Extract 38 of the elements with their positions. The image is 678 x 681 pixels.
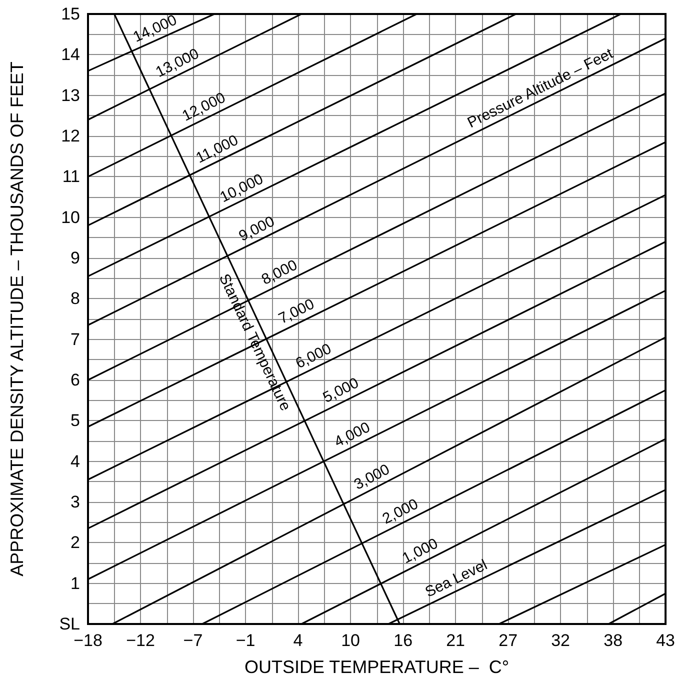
y-tick-label: 7 — [70, 330, 80, 349]
y-tick-label: 8 — [70, 289, 80, 308]
x-tick-label: −18 — [74, 631, 102, 650]
annotation: 2,000 — [380, 496, 421, 528]
annotation: 6,000 — [292, 340, 334, 372]
annotation: 3,000 — [351, 461, 393, 494]
y-tick-label: 5 — [70, 411, 80, 430]
y-tick-label: 9 — [70, 248, 80, 268]
x-tick-label: 16 — [394, 631, 413, 650]
y-tick-label: 13 — [61, 86, 80, 105]
annotation: 7,000 — [276, 296, 318, 328]
x-tick-label: −12 — [126, 631, 155, 650]
y-tick-label: 12 — [61, 126, 80, 146]
y-tick-label: 3 — [70, 492, 80, 512]
y-axis-title: APPROXIMATE DENSITY ALTITUDE – THOUSANDS OF FEET — [7, 62, 27, 576]
annotation: 9,000 — [236, 213, 278, 245]
x-tick-label: 43 — [656, 631, 676, 650]
y-tick-label: 4 — [70, 452, 80, 471]
y-tick-label: 6 — [70, 370, 80, 390]
annotation: 8,000 — [258, 256, 300, 289]
y-tick-label: 1 — [70, 574, 80, 593]
annotation: 5,000 — [320, 374, 362, 406]
x-tick-label: 32 — [551, 631, 570, 650]
annotation: 4,000 — [332, 418, 373, 451]
x-axis-title: OUTSIDE TEMPERATURE – C° — [244, 657, 510, 677]
x-tick-label: 38 — [604, 631, 623, 650]
x-tick-label: 27 — [498, 631, 518, 650]
y-tick-label: 15 — [61, 4, 80, 24]
y-tick-label: 14 — [61, 45, 80, 64]
x-tick-label: −1 — [236, 631, 256, 650]
x-tick-label: 10 — [341, 631, 360, 650]
y-tick-label: SL — [59, 614, 80, 634]
y-tick-label: 11 — [62, 167, 80, 186]
y-tick-label: 2 — [70, 533, 80, 552]
y-tick-label: 10 — [61, 208, 80, 227]
x-tick-label: 4 — [293, 631, 303, 650]
x-tick-label: 21 — [446, 631, 466, 650]
x-tick-label: −7 — [183, 631, 203, 650]
